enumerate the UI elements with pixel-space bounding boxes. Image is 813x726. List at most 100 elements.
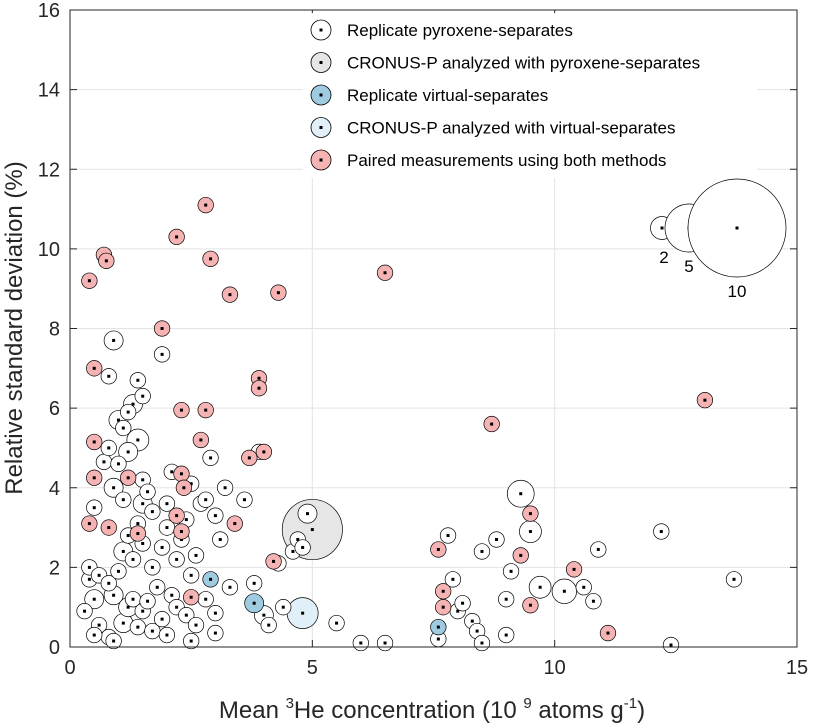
- bubble-center-dot: [228, 293, 232, 297]
- bubble-center-dot: [116, 569, 120, 573]
- bubble-center-dot: [121, 621, 125, 625]
- bubble-center-dot: [136, 378, 140, 382]
- bubble-center-dot: [436, 637, 440, 641]
- bubble-center-dot: [204, 498, 208, 502]
- bubble-center-dot: [126, 476, 130, 480]
- bubble-center-dot: [87, 279, 91, 283]
- bubble-center-dot: [112, 593, 116, 597]
- axis-ticks: 0 5 10 15 0 2 4 6 8 10 12 14 16: [38, 0, 808, 679]
- bubble-center-dot: [92, 476, 96, 480]
- bubble-center-dot: [107, 581, 111, 585]
- bubble-center-dot: [213, 631, 217, 635]
- bubble-center-dot: [596, 547, 600, 551]
- bubble-center-dot: [456, 609, 460, 613]
- bubble-center-dot: [175, 557, 179, 561]
- bubble-center-dot: [112, 338, 116, 342]
- bubble-center-dot: [204, 203, 208, 207]
- bubble-center-dot: [179, 472, 183, 476]
- size-key-label: 2: [659, 248, 668, 267]
- bubble-center-dot: [257, 386, 261, 390]
- bubble-center-dot: [204, 597, 208, 601]
- y-tick-label: 14: [38, 80, 60, 102]
- bubble-center-dot: [262, 613, 266, 617]
- bubble-center-dot: [301, 611, 305, 615]
- legend-swatch-dot: [319, 158, 323, 162]
- bubble-center-dot: [126, 410, 130, 414]
- bubble-center-dot: [490, 422, 494, 426]
- y-tick-label: 0: [49, 637, 60, 659]
- bubble-center-dot: [189, 573, 193, 577]
- bubble-center-dot: [184, 613, 188, 617]
- bubble-center-dot: [92, 633, 96, 637]
- bubble-center-dot: [470, 619, 474, 623]
- bubble-center-dot: [179, 408, 183, 412]
- bubble-center-dot: [160, 352, 164, 356]
- bubble-center-dot: [136, 625, 140, 629]
- bubble-center-dot: [165, 633, 169, 637]
- bubble-center-dot: [296, 538, 300, 542]
- legend-label: Paired measurements using both methods: [347, 151, 666, 170]
- y-tick-label: 6: [49, 398, 60, 420]
- bubble-center-dot: [204, 408, 208, 412]
- bubble-center-dot: [160, 327, 164, 330]
- bubble-center-dot: [165, 502, 169, 506]
- bubble-center-dot: [228, 585, 232, 589]
- bubble-center-dot: [262, 450, 266, 454]
- bubble-center-dot: [141, 541, 145, 545]
- legend-swatch-dot: [319, 126, 323, 129]
- bubble-center-dot: [141, 502, 145, 506]
- bubble-center-dot: [291, 549, 295, 553]
- bubble-center-dot: [189, 639, 193, 643]
- legend-label: CRONUS-P analyzed with virtual-separates: [347, 119, 675, 138]
- bubble-center-dot: [504, 597, 508, 601]
- bubble-center-dot: [252, 581, 256, 585]
- bubble-center-dot: [121, 426, 125, 430]
- bubble-center-dot: [213, 514, 217, 518]
- bubble-center-dot: [213, 611, 217, 615]
- bubble-center-dot: [146, 490, 150, 494]
- bubble-center-dot: [97, 623, 101, 627]
- bubble-center-dot: [107, 446, 111, 450]
- bubble-center-dot: [131, 597, 135, 601]
- bubble-center-dot: [267, 623, 271, 627]
- bubble-center-dot: [509, 569, 513, 573]
- bubble-center-dot: [519, 553, 523, 557]
- bubble-center-dot: [136, 438, 140, 442]
- bubble-center-dot: [276, 291, 280, 295]
- x-tick-label: 15: [786, 657, 808, 679]
- y-tick-label: 10: [38, 239, 60, 261]
- bubble-center-dot: [480, 549, 484, 553]
- bubble-center-dot: [209, 577, 213, 581]
- bubble-center-dot: [121, 498, 125, 502]
- bubble-center-dot: [112, 639, 116, 643]
- bubble-center-dot: [184, 518, 188, 522]
- bubble-center-dot: [301, 545, 305, 549]
- bubble-center-dot: [504, 633, 508, 637]
- bubble-center-dot: [732, 577, 736, 581]
- legend-swatch-dot: [319, 61, 323, 64]
- y-axis-label: Relative standard deviation (%): [1, 161, 28, 495]
- bubble-center-dot: [247, 456, 251, 460]
- bubble-center-dot: [242, 498, 246, 502]
- legend-label: Replicate pyroxene-separates: [347, 21, 573, 40]
- bubble-center-dot: [131, 402, 135, 406]
- y-tick-label: 12: [38, 159, 60, 181]
- bubble-center-dot: [146, 599, 150, 603]
- bubble-center-dot: [150, 510, 154, 514]
- bubble-center-dot: [107, 526, 111, 530]
- bubble-center-dot: [436, 625, 440, 629]
- bubble-center-dot: [475, 629, 479, 633]
- bubble-center-dot: [83, 609, 87, 613]
- bubble-center-dot: [441, 605, 445, 609]
- bubble-center-dot: [659, 530, 663, 534]
- bubble-center-dot: [179, 530, 183, 534]
- bubble-center-dot: [310, 528, 314, 532]
- bubble-center-dot: [121, 549, 125, 553]
- bubble-center-dot: [528, 530, 532, 534]
- bubble-center-dot: [441, 589, 445, 593]
- bubble-center-dot: [136, 532, 140, 536]
- legend-box: [303, 13, 757, 178]
- y-tick-label: 8: [49, 319, 60, 341]
- bubble-center-dot: [136, 522, 140, 526]
- bubble-center-dot: [160, 545, 164, 549]
